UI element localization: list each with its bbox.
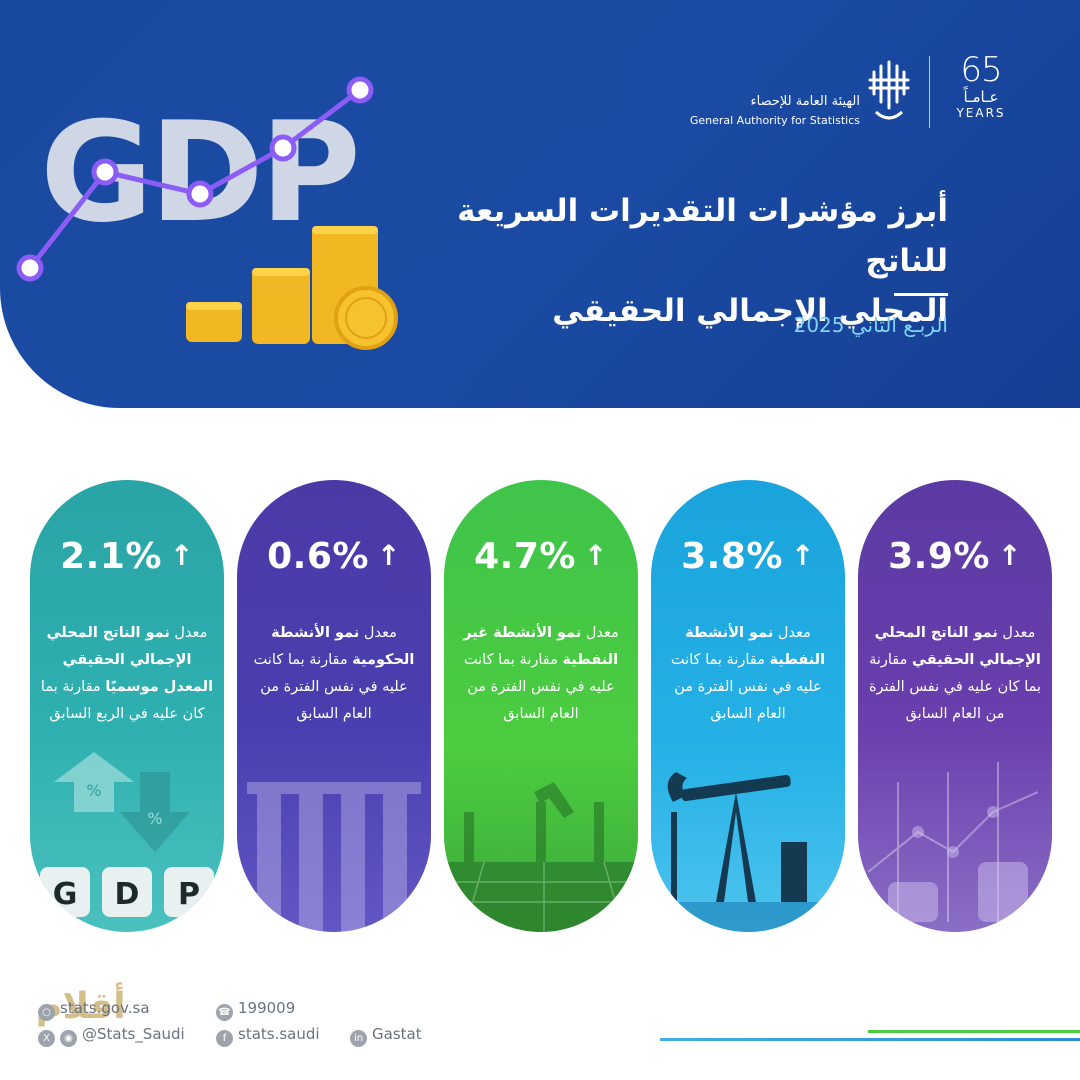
factory-robot-arms-icon [444,782,638,932]
footer-accent-green [868,1030,1080,1033]
svg-text:%: % [86,781,101,800]
rising-chart-coins-icon [867,762,1039,922]
footer-website[interactable]: ○ stats.gov.sa [38,999,150,1021]
globe-icon: ○ [38,1004,55,1021]
anniversary-english: YEARS [956,106,1006,120]
logo-divider [929,56,930,128]
instagram-icon: ◉ [60,1030,77,1047]
arrow-up-icon: ↑ [169,539,194,572]
card-non-oil-activities-growth: 4.7% ↑ معدل نمو الأنشطة غير النفطية مقارن… [444,480,638,932]
linkedin-icon: in [350,1030,367,1047]
arrow-up-icon: ↑ [790,539,815,572]
arrow-up-icon: ↑ [997,539,1022,572]
card-government-activities-growth: 0.6% ↑ معدل نمو الأنشطة الحكومية مقارنة ب… [237,480,431,932]
coins-icon [186,226,398,350]
title-divider [894,293,948,296]
svg-text:G: G [53,877,78,912]
footer-phone[interactable]: ☎ 199009 [216,999,295,1021]
card-value-row: 3.9% ↑ [858,536,1052,577]
card-value-row: 0.6% ↑ [237,536,431,577]
logo-english-name: General Authority for Statistics [689,114,860,127]
footer-social[interactable]: X ◉ @Stats_Saudi [38,1025,185,1047]
svg-text:%: % [147,809,162,828]
gastat-emblem-icon [868,60,910,120]
card-value: 3.9% [888,536,990,577]
card-oil-activities-growth: 3.8% ↑ معدل نمو الأنشطة النفطية مقارنة بم… [651,480,845,932]
gdp-illustration: GDP [0,0,430,380]
title-line-1: أبرز مؤشرات التقديرات السريعة للناتج [457,193,948,279]
period-subtitle: الربـع الثاني 2025 [793,313,948,337]
card-seasonally-adjusted-gdp-growth: 2.1% ↑ معدل نمو الناتج المحلي الإجمالي ال… [30,480,224,932]
card-value: 2.1% [60,536,162,577]
card-value-row: 4.7% ↑ [444,536,638,577]
x-icon: X [38,1030,55,1047]
card-value: 4.7% [474,536,576,577]
header-banner: GDP الهيئة العامة للإحصاء General Author [0,0,1080,408]
card-description: معدل نمو الأنشطة غير النفطية مقارنة بما … [463,625,619,722]
svg-text:D: D [115,877,140,912]
gastat-logo: الهيئة العامة للإحصاء General Authority … [690,52,1020,132]
card-value-row: 3.8% ↑ [651,536,845,577]
anniversary-arabic: عـامـاً [963,88,999,106]
svg-text:P: P [178,877,200,912]
card-description: معدل نمو الأنشطة النفطية مقارنة بما كانت… [670,625,826,722]
arrow-up-icon: ↑ [583,539,608,572]
card-description: معدل نمو الأنشطة الحكومية مقارنة بما كان… [253,625,415,722]
arrow-up-icon: ↑ [376,539,401,572]
anniversary-number: 65 [960,50,1002,90]
logo-arabic-name: الهيئة العامة للإحصاء [750,94,860,109]
oil-pumpjack-icon [651,772,845,932]
card-description: معدل نمو الناتج المحلي الإجمالي الحقيقي … [40,625,214,722]
anniversary-badge: 65 عـامـاً YEARS [942,52,1020,120]
facebook-icon: f [216,1030,233,1047]
percent-arrows-gdp-blocks-icon: % % G D P [40,752,214,917]
footer-accent-blue [660,1038,1080,1041]
card-real-gdp-growth: 3.9% ↑ معدل نمو الناتج المحلي الإجمالي ال… [858,480,1052,932]
columns-building-icon [247,782,421,932]
phone-icon: ☎ [216,1004,233,1021]
title-line-2: المحلي الإجمالي الحقيقي [552,293,948,329]
footer-linkedin[interactable]: in Gastat [350,1025,422,1047]
footer-facebook[interactable]: f stats.saudi [216,1025,320,1047]
card-description: معدل نمو الناتج المحلي الإجمالي الحقيقي … [868,625,1042,722]
card-value: 0.6% [267,536,369,577]
growth-line-icon [16,76,398,350]
page-title: أبرز مؤشرات التقديرات السريعة للناتج الم… [428,186,948,336]
card-value: 3.8% [681,536,783,577]
card-value-row: 2.1% ↑ [30,536,224,577]
